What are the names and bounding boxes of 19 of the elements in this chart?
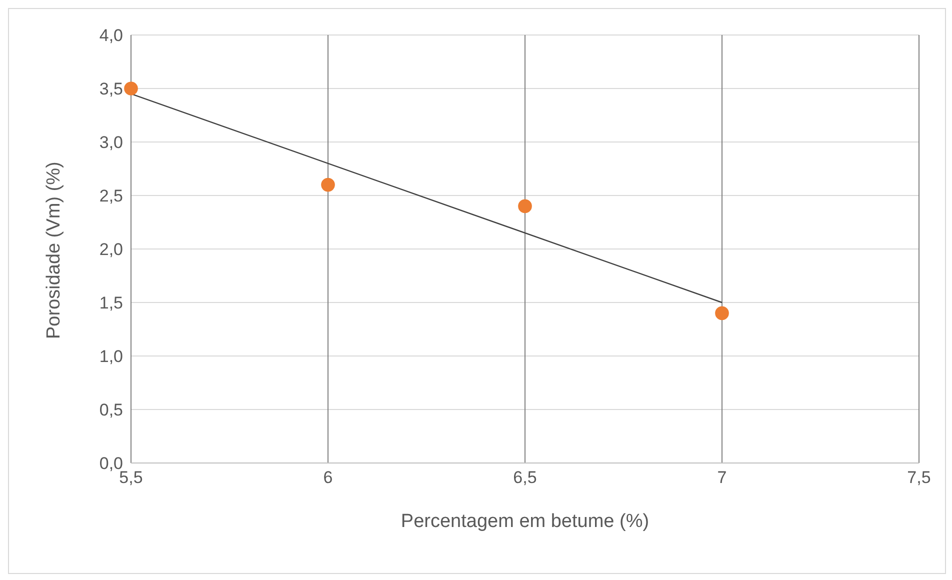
y-tick-label: 0,5 (99, 400, 123, 420)
x-tick-label: 6 (323, 468, 333, 488)
y-axis-title: Porosidade (Vm) (%) (44, 162, 65, 339)
y-tick-label: 3,5 (99, 80, 123, 99)
x-tick-label: 7,5 (907, 468, 931, 488)
point (518, 199, 532, 214)
x-tick-label: 7 (717, 468, 727, 488)
y-tick-label: 3,0 (99, 133, 123, 152)
y-tick-label: 1,5 (99, 294, 123, 313)
y-tick-label: 1,0 (99, 347, 123, 366)
x-tick-label: 6,5 (513, 468, 537, 488)
point (124, 82, 138, 96)
y-tick-label: 4,0 (99, 26, 123, 46)
x-tick-label: 5,5 (119, 468, 143, 488)
y-tick-label: 2,0 (99, 240, 123, 260)
x-axis-title: Percentagem em betume (%) (400, 511, 650, 532)
y-tick-label: 2,5 (99, 186, 123, 206)
point (715, 306, 729, 320)
point (321, 178, 335, 192)
